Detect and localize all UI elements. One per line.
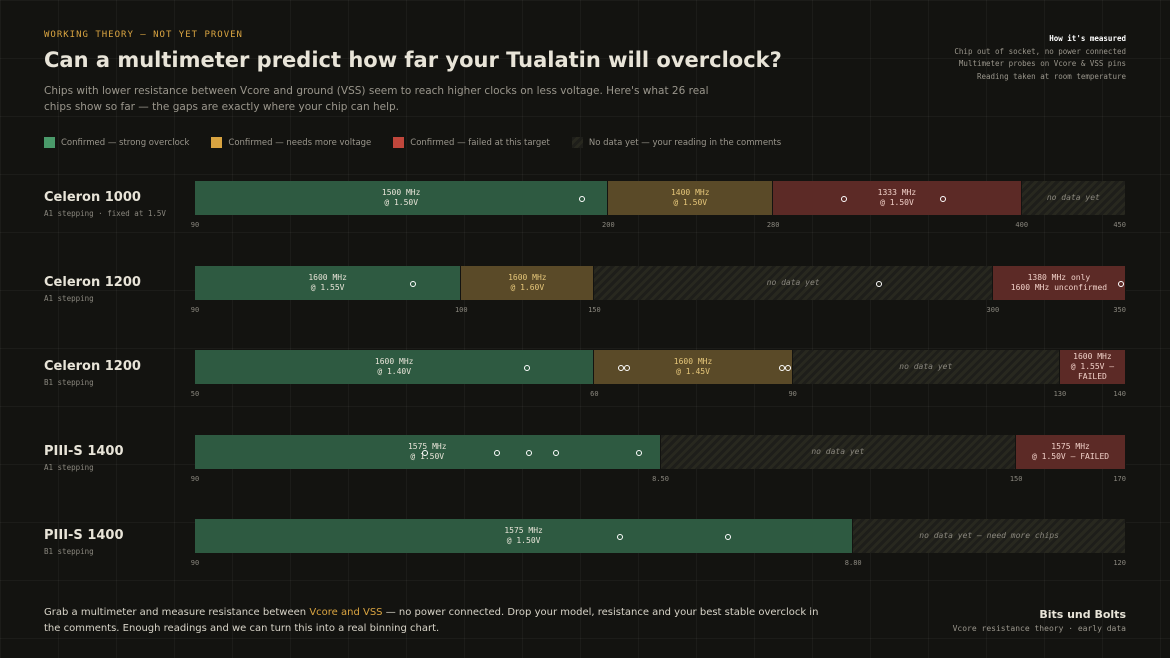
chip-dot <box>493 449 500 456</box>
tick-label: 90 <box>190 221 200 229</box>
segment: 1600 MHz @ 1.60V <box>461 265 595 300</box>
row-name: PIII-S 1400 <box>44 528 124 543</box>
tick-label: 90 <box>788 390 797 398</box>
row-note: A1 stepping · fixed at 1.5V <box>44 209 166 218</box>
tick-label: 90 <box>190 474 200 483</box>
tick-label: 8.50 <box>652 474 669 483</box>
segment: 1575 MHz @ 1.50V — FAILED <box>1016 434 1126 469</box>
tick-label: 280 <box>766 221 780 229</box>
legend: Confirmed — strong overclock Confirmed — … <box>44 137 781 148</box>
footer-before: Grab a multimeter and measure resistance… <box>44 607 310 618</box>
segment: 1600 MHz @ 1.55V <box>195 265 462 300</box>
row-name: Celeron 1000 <box>44 190 141 205</box>
chip-dot <box>785 365 792 371</box>
legend-swatch <box>571 137 583 148</box>
row-note: B1 stepping <box>44 378 94 387</box>
tick-label: 120 <box>1113 559 1126 567</box>
segment: 1333 MHz @ 1.50V <box>773 181 1022 215</box>
tick-label: 60 <box>590 390 599 398</box>
chip-dot <box>526 449 533 456</box>
footer-text: Grab a multimeter and measure resistance… <box>44 605 824 637</box>
tick-label: 400 <box>1015 221 1029 229</box>
tick-label: 170 <box>1113 474 1126 483</box>
segment: 1600 MHz @ 1.40V <box>195 350 595 384</box>
row-note: A1 stepping <box>44 293 94 303</box>
bar: 1500 MHz @ 1.50V 1400 MHz @ 1.50V 1333 MHz… <box>195 181 1126 215</box>
segment: 1380 MHz only 1600 MHz unconfirmed <box>992 265 1126 300</box>
chip-dot <box>524 365 531 371</box>
legend-label: Confirmed — strong overclock <box>61 137 190 148</box>
measure: How it's measured Chip out of socket, no… <box>954 33 1126 83</box>
footer-highlight: Vcore and VSS <box>309 607 383 618</box>
measure-line: Reading taken at room temperature <box>976 71 1126 81</box>
legend-item: Confirmed — needs more voltage <box>211 137 371 148</box>
legend-swatch <box>44 137 55 148</box>
segment: no data yet <box>1021 181 1126 215</box>
chip-dot <box>636 449 643 456</box>
bar: 1575 MHz @ 1.50V no data yet 1575 MHz @ 1.… <box>195 434 1126 469</box>
subtitle: Chips with lower resistance between Vcor… <box>44 85 709 113</box>
measure-line: Chip out of socket, no power connected <box>954 46 1126 56</box>
kicker: WORKING THEORY — NOT YET PROVEN <box>44 30 243 40</box>
measure-title: How it's measured <box>1049 34 1126 43</box>
tick-label: 90 <box>190 305 200 314</box>
row-name: PIII-S 1400 <box>44 443 124 459</box>
chip-dot <box>1118 280 1125 287</box>
legend-swatch <box>211 137 223 148</box>
tick-label: 100 <box>454 305 468 314</box>
brand: Bits und Bolts <box>1039 608 1126 621</box>
chip-dot <box>579 196 586 202</box>
chip-dot <box>779 365 786 371</box>
segment: no data yet <box>594 265 993 300</box>
legend-item: Confirmed — failed at this target <box>393 137 550 148</box>
tick-label: 130 <box>1053 390 1067 398</box>
legend-label: Confirmed — failed at this target <box>410 137 550 148</box>
tick-label: 200 <box>602 221 615 229</box>
measure-line: Multimeter probes on Vcore & VSS pins <box>958 59 1126 68</box>
chip-dot <box>939 196 946 202</box>
chip-dot <box>421 449 428 456</box>
chip-dot <box>553 449 560 456</box>
legend-item: No data yet — your reading in the commen… <box>571 137 782 148</box>
chip-dot <box>618 365 625 371</box>
tick-label: 140 <box>1113 390 1126 398</box>
segment: 1500 MHz @ 1.50V <box>195 181 609 215</box>
tick-label: 450 <box>1113 221 1126 229</box>
segment: 1600 MHz @ 1.55V — FAILED <box>1059 350 1126 384</box>
bar: 1600 MHz @ 1.40V 1600 MHz @ 1.45V no data … <box>195 350 1126 384</box>
legend-label: No data yet — your reading in the commen… <box>588 137 782 148</box>
segment: 1575 MHz @ 1.50V <box>195 434 661 469</box>
segment: 1400 MHz @ 1.50V <box>608 181 774 215</box>
segment: 1575 MHz @ 1.50V <box>195 519 854 553</box>
title: Can a multimeter predict how far your Tu… <box>44 48 782 72</box>
segment: no data yet <box>792 350 1060 384</box>
chip-dot <box>617 534 624 540</box>
row-note: B1 stepping <box>44 547 94 556</box>
footer-after: — no power connected. Drop your model, r… <box>44 607 819 634</box>
tagline: Vcore resistance theory · early data <box>952 624 1126 633</box>
bar: 1600 MHz @ 1.55V 1600 MHz @ 1.60V no data … <box>195 265 1126 300</box>
chip-dot <box>409 280 416 287</box>
row-note: A1 stepping <box>44 462 94 472</box>
tick-label: 8.80 <box>844 559 862 567</box>
segment: no data yet <box>660 434 1017 469</box>
row-name: Celeron 1200 <box>44 359 141 374</box>
chip-dot <box>724 534 731 540</box>
tick-label: 90 <box>190 559 200 567</box>
row-name: Celeron 1200 <box>44 274 141 290</box>
legend-label: Confirmed — needs more voltage <box>228 137 372 148</box>
bar: 1575 MHz @ 1.50V no data yet — need more … <box>195 519 1126 553</box>
legend-swatch <box>393 137 405 148</box>
tick-label: 350 <box>1113 305 1126 314</box>
segment: no data yet — need more chips <box>853 519 1126 553</box>
tick-label: 150 <box>1009 474 1023 483</box>
chip-dot <box>876 280 883 287</box>
chip-dot <box>623 365 630 371</box>
chip-dot <box>840 196 847 202</box>
tick-label: 150 <box>588 305 601 314</box>
tick-label: 50 <box>190 390 200 398</box>
legend-item: Confirmed — strong overclock <box>44 137 189 148</box>
tick-label: 300 <box>986 305 1000 314</box>
